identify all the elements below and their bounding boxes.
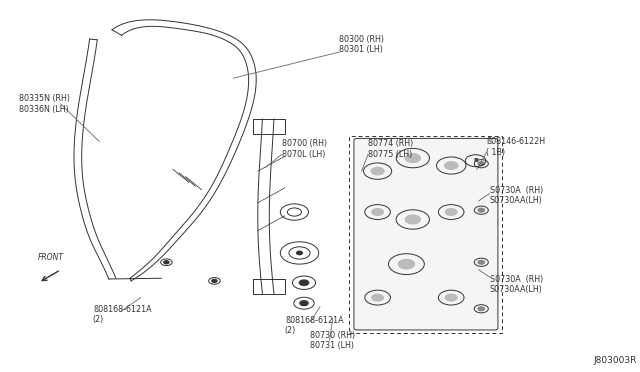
Circle shape — [445, 162, 458, 169]
Circle shape — [445, 294, 457, 301]
Text: ß08168-6121A
(2): ß08168-6121A (2) — [93, 305, 152, 324]
Text: ß08168-6121A
(2): ß08168-6121A (2) — [285, 316, 344, 335]
FancyBboxPatch shape — [354, 138, 498, 330]
Text: 80730 (RH)
80731 (LH): 80730 (RH) 80731 (LH) — [310, 331, 356, 350]
Text: 80700 (RH)
8070L (LH): 80700 (RH) 8070L (LH) — [282, 139, 327, 158]
Circle shape — [372, 294, 383, 301]
Text: 80300 (RH)
80301 (LH): 80300 (RH) 80301 (LH) — [339, 35, 384, 54]
Circle shape — [372, 209, 383, 215]
Circle shape — [478, 260, 484, 264]
Text: ß08146-6122H
( 1B): ß08146-6122H ( 1B) — [486, 137, 545, 157]
Text: S0730A  (RH)
S0730AA(LH): S0730A (RH) S0730AA(LH) — [490, 186, 543, 205]
Circle shape — [297, 251, 303, 254]
Text: 80774 (RH)
80775 (LH): 80774 (RH) 80775 (LH) — [368, 139, 413, 158]
Text: B: B — [473, 158, 478, 163]
Text: 80335N (RH)
80336N (LH): 80335N (RH) 80336N (LH) — [19, 94, 70, 114]
Circle shape — [371, 167, 384, 175]
Circle shape — [478, 162, 484, 166]
Text: J803003R: J803003R — [593, 356, 637, 365]
Text: S0730A  (RH)
S0730AA(LH): S0730A (RH) S0730AA(LH) — [490, 275, 543, 294]
Circle shape — [398, 259, 415, 269]
Circle shape — [212, 279, 217, 282]
Circle shape — [405, 154, 420, 163]
Circle shape — [405, 215, 420, 224]
Text: FRONT: FRONT — [38, 253, 64, 262]
Circle shape — [164, 261, 169, 264]
Circle shape — [478, 307, 484, 311]
Circle shape — [445, 209, 457, 215]
Circle shape — [478, 208, 484, 212]
Circle shape — [300, 301, 308, 305]
Circle shape — [300, 280, 308, 285]
